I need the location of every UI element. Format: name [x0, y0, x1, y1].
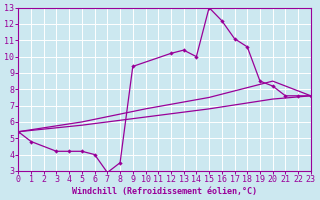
X-axis label: Windchill (Refroidissement éolien,°C): Windchill (Refroidissement éolien,°C): [72, 187, 257, 196]
